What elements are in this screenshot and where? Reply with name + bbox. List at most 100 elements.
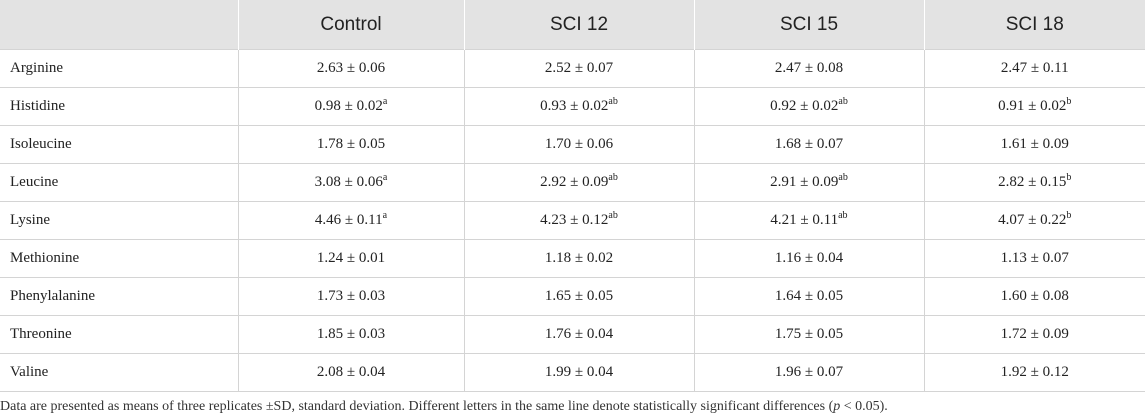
table-cell: 0.98 ± 0.02a — [237, 87, 464, 126]
cell-value: 1.85 ± 0.03 — [316, 326, 386, 342]
table-body: Arginine 2.63 ± 0.06 2.52 ± 0.07 2.47 ± 0.0… — [0, 49, 1145, 392]
table-header: Control SCI 12 SCI 15 SCI 18 — [0, 0, 1145, 50]
significance-letter: ab — [838, 172, 848, 183]
cell-value: 1.70 ± 0.06 — [544, 136, 614, 152]
table-cell: 1.70 ± 0.06 — [463, 125, 694, 164]
row-label: Histidine — [0, 87, 238, 126]
cell-value: 1.61 ± 0.09 — [1000, 136, 1069, 152]
footnote-text-end: < 0.05). — [840, 399, 888, 414]
table-cell: 1.99 ± 0.04 — [463, 353, 694, 392]
data-table: Control SCI 12 SCI 15 SCI 18 Arginine 2.6… — [0, 0, 1145, 392]
table-cell: 1.16 ± 0.04 — [693, 239, 924, 278]
significance-letter: b — [1066, 172, 1072, 183]
table-cell: 2.91 ± 0.09ab — [693, 163, 924, 202]
cell-value: 1.16 ± 0.04 — [774, 250, 844, 266]
cell-value: 4.23 ± 0.12 — [540, 212, 609, 228]
cell-value: 1.92 ± 0.12 — [1000, 364, 1069, 380]
cell-value: 2.91 ± 0.09 — [770, 174, 839, 190]
cell-value: 2.92 ± 0.09 — [540, 174, 609, 190]
table-row: Phenylalanine 1.73 ± 0.03 1.65 ± 0.05 1.64 … — [0, 277, 1145, 316]
table-cell: 1.72 ± 0.09 — [923, 315, 1145, 354]
significance-letter: ab — [838, 96, 848, 107]
cell-value: 2.47 ± 0.11 — [1000, 60, 1069, 76]
footnote-text: Data are presented as means of three rep… — [0, 399, 834, 414]
cell-value: 1.65 ± 0.05 — [544, 288, 614, 304]
table-cell: 0.93 ± 0.02ab — [463, 87, 694, 126]
cell-value: 1.64 ± 0.05 — [774, 288, 844, 304]
table-cell: 2.08 ± 0.04 — [237, 353, 464, 392]
cell-value: 1.60 ± 0.08 — [1000, 288, 1069, 304]
table-row: Isoleucine 1.78 ± 0.05 1.70 ± 0.06 1.68 ± 0… — [0, 125, 1145, 164]
table-row: Leucine 3.08 ± 0.06a 2.92 ± 0.09ab 2.91 ± 0… — [0, 163, 1145, 202]
table-cell: 2.92 ± 0.09ab — [463, 163, 694, 202]
cell-value: 0.91 ± 0.02 — [998, 98, 1067, 114]
table-cell: 2.63 ± 0.06 — [237, 49, 464, 88]
cell-value: 2.47 ± 0.08 — [774, 60, 844, 76]
significance-letter: a — [382, 210, 388, 221]
table-row: Methionine 1.24 ± 0.01 1.18 ± 0.02 1.16 ± 0… — [0, 239, 1145, 278]
table-cell: 0.92 ± 0.02ab — [693, 87, 924, 126]
table-cell: 1.13 ± 0.07 — [923, 239, 1145, 278]
table-row: Histidine 0.98 ± 0.02a 0.93 ± 0.02ab 0.92 ±… — [0, 87, 1145, 126]
table-row: Arginine 2.63 ± 0.06 2.52 ± 0.07 2.47 ± 0.0… — [0, 49, 1145, 88]
row-label: Isoleucine — [0, 125, 238, 164]
cell-value: 1.68 ± 0.07 — [774, 136, 844, 152]
table-cell: 0.91 ± 0.02b — [923, 87, 1145, 126]
cell-value: 2.08 ± 0.04 — [316, 364, 386, 380]
significance-letter: b — [1066, 210, 1072, 221]
table-cell: 1.64 ± 0.05 — [693, 277, 924, 316]
table-footnote: Data are presented as means of three rep… — [0, 399, 888, 415]
cell-value: 1.18 ± 0.02 — [544, 250, 614, 266]
header-cell-sci-15: SCI 15 — [693, 0, 924, 50]
table-cell: 1.65 ± 0.05 — [463, 277, 694, 316]
cell-value: 1.76 ± 0.04 — [544, 326, 614, 342]
cell-value: 4.46 ± 0.11 — [314, 212, 383, 228]
significance-letter: ab — [608, 96, 618, 107]
significance-letter: ab — [608, 172, 618, 183]
table-cell: 3.08 ± 0.06a — [237, 163, 464, 202]
table-row: Valine 2.08 ± 0.04 1.99 ± 0.04 1.96 ± 0.07 1… — [0, 353, 1145, 392]
table-cell: 4.07 ± 0.22b — [923, 201, 1145, 240]
table-cell: 4.23 ± 0.12ab — [463, 201, 694, 240]
table-cell: 2.82 ± 0.15b — [923, 163, 1145, 202]
table-cell: 1.78 ± 0.05 — [237, 125, 464, 164]
header-cell-empty — [0, 0, 238, 50]
cell-value: 0.93 ± 0.02 — [540, 98, 609, 114]
cell-value: 1.24 ± 0.01 — [316, 250, 386, 266]
row-label: Phenylalanine — [0, 277, 238, 316]
table-cell: 1.92 ± 0.12 — [923, 353, 1145, 392]
table-cell: 1.68 ± 0.07 — [693, 125, 924, 164]
cell-value: 1.72 ± 0.09 — [1000, 326, 1069, 342]
cell-value: 3.08 ± 0.06 — [314, 174, 383, 190]
table-cell: 4.21 ± 0.11ab — [693, 201, 924, 240]
cell-value: 1.75 ± 0.05 — [774, 326, 844, 342]
table-row: Lysine 4.46 ± 0.11a 4.23 ± 0.12ab 4.21 ± 0.… — [0, 201, 1145, 240]
table-cell: 2.47 ± 0.08 — [693, 49, 924, 88]
table-cell: 4.46 ± 0.11a — [237, 201, 464, 240]
footnote-p-symbol: p — [833, 399, 841, 414]
cell-value: 0.92 ± 0.02 — [770, 98, 839, 114]
header-cell-control: Control — [237, 0, 464, 50]
cell-value: 1.99 ± 0.04 — [544, 364, 614, 380]
cell-value: 1.78 ± 0.05 — [316, 136, 386, 152]
cell-value: 2.63 ± 0.06 — [316, 60, 386, 76]
table-cell: 1.61 ± 0.09 — [923, 125, 1145, 164]
table-cell: 2.52 ± 0.07 — [463, 49, 694, 88]
cell-value: 4.07 ± 0.22 — [998, 212, 1067, 228]
table-cell: 1.73 ± 0.03 — [237, 277, 464, 316]
table-cell: 1.76 ± 0.04 — [463, 315, 694, 354]
cell-value: 1.73 ± 0.03 — [316, 288, 386, 304]
row-label: Threonine — [0, 315, 238, 354]
significance-letter: ab — [838, 210, 848, 221]
cell-value: 1.96 ± 0.07 — [774, 364, 844, 380]
table-cell: 1.24 ± 0.01 — [237, 239, 464, 278]
cell-value: 1.13 ± 0.07 — [1000, 250, 1069, 266]
row-label: Lysine — [0, 201, 238, 240]
significance-letter: a — [382, 172, 388, 183]
significance-letter: b — [1066, 96, 1072, 107]
table-cell: 1.96 ± 0.07 — [693, 353, 924, 392]
table-cell: 2.47 ± 0.11 — [923, 49, 1145, 88]
table-cell: 1.18 ± 0.02 — [463, 239, 694, 278]
row-label: Arginine — [0, 49, 238, 88]
cell-value: 0.98 ± 0.02 — [314, 98, 383, 114]
